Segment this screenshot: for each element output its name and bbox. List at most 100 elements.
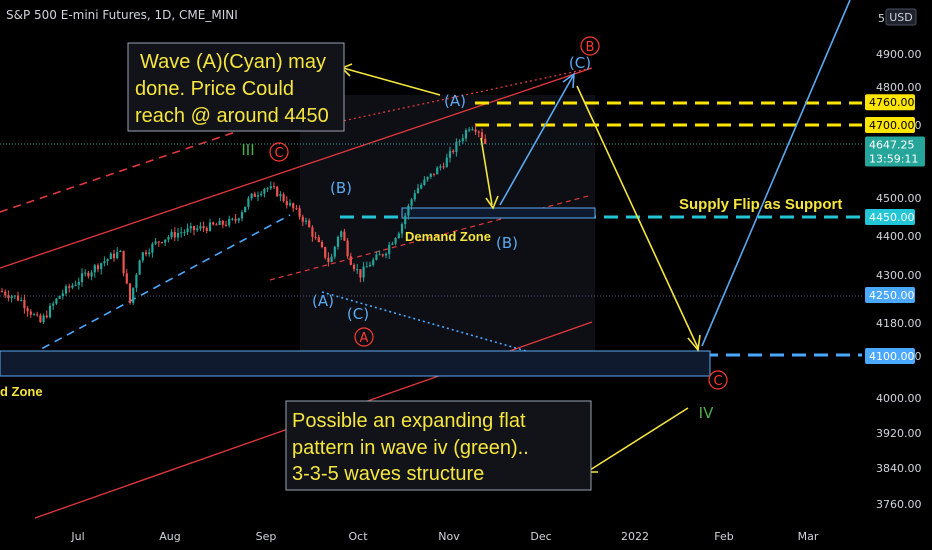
x-tick-label: Feb xyxy=(714,530,733,543)
candle-body xyxy=(320,242,324,247)
candle-body xyxy=(52,303,55,306)
annotation-bottom[interactable]: Possible an expanding flat pattern in wa… xyxy=(285,400,592,491)
candle-body xyxy=(352,264,356,270)
level-4700-label: 4700.00 xyxy=(869,119,915,132)
candle-body xyxy=(208,222,212,231)
candle-body xyxy=(256,195,260,197)
candle-body xyxy=(400,224,404,234)
y-tick-label: 4800.00 xyxy=(876,81,922,94)
candle-body xyxy=(336,236,340,247)
candle-body xyxy=(228,218,231,226)
x-tick-labels[interactable]: Jul Aug Sep Oct Nov Dec 2022 Feb Mar xyxy=(70,530,818,543)
candle-body xyxy=(96,265,100,270)
candle-body xyxy=(36,314,39,316)
wave-labels-green: III IV xyxy=(241,141,714,422)
x-tick-label: Dec xyxy=(530,530,551,543)
currency-button[interactable]: USD xyxy=(885,8,917,26)
candle-body xyxy=(224,224,228,226)
level-4760-label: 4760.00 xyxy=(869,96,915,109)
candle-body xyxy=(170,232,173,238)
last-price-countdown: 13:59:11 xyxy=(869,153,918,166)
wave-label-C-low: (C) xyxy=(347,305,369,323)
x-tick-label: Jul xyxy=(70,530,84,543)
x-tick-label: Nov xyxy=(438,530,460,543)
candle-body xyxy=(266,188,269,190)
candle-body xyxy=(167,237,170,240)
candlestick-series xyxy=(0,124,487,324)
candle-body xyxy=(58,296,61,299)
candle-body xyxy=(410,199,413,206)
level-4250-badge xyxy=(865,287,915,303)
candle-body xyxy=(308,220,311,228)
currency-button-bg xyxy=(885,8,917,26)
candle-body xyxy=(458,141,461,143)
candle-body xyxy=(480,132,484,139)
candle-body xyxy=(279,194,282,197)
candle-body xyxy=(103,261,106,264)
candle-body xyxy=(426,176,429,180)
candle-body xyxy=(474,129,477,132)
symbol-title[interactable]: S&P 500 E-mini Futures, 1D, CME_MINI xyxy=(6,8,238,22)
candle-body xyxy=(247,198,250,207)
wave-label-B-proj: (B) xyxy=(496,234,518,252)
wave-label-A-low: (A) xyxy=(312,292,334,310)
x-tick-label: Sep xyxy=(256,530,277,543)
candle-body xyxy=(314,236,317,238)
candle-body xyxy=(384,253,388,256)
candle-body xyxy=(13,295,16,297)
annotation-top[interactable]: Wave (A)(Cyan) may done. Price Could rea… xyxy=(127,42,345,132)
wave-label-C-top: (C) xyxy=(569,54,591,72)
candle-body xyxy=(327,257,330,262)
candle-body xyxy=(16,295,20,301)
wave-label-B-mid: (B) xyxy=(330,179,352,197)
candle-body xyxy=(68,286,71,288)
level-4450-label: 4450.00 xyxy=(869,211,915,224)
mid-channel-dashed-line xyxy=(269,194,593,281)
candle-body xyxy=(164,239,167,243)
circle-A xyxy=(354,327,374,347)
candle-body xyxy=(445,157,448,168)
demand-zone-box[interactable] xyxy=(0,350,711,377)
candle-body xyxy=(4,291,7,296)
candle-body xyxy=(263,188,266,194)
candle-body xyxy=(288,203,292,206)
supply-flip-zone-box[interactable] xyxy=(401,207,596,219)
candle-body xyxy=(317,237,320,242)
price-axis[interactable]: 5( USD 3760.00 3840.00 3920.00 4000.00 4100.… xyxy=(862,0,932,550)
candle-body xyxy=(93,265,96,273)
candle-body xyxy=(180,232,183,234)
candle-body xyxy=(132,287,135,303)
candle-body xyxy=(272,186,276,188)
candle-body xyxy=(442,166,445,168)
candle-body xyxy=(61,293,64,296)
level-4700-badge xyxy=(865,117,915,133)
candle-body xyxy=(378,254,381,256)
candle-body xyxy=(29,311,32,315)
wave-label-A-top: (A) xyxy=(444,92,466,110)
candle-body xyxy=(154,241,157,244)
circle-C-right xyxy=(708,370,728,390)
annotation-bottom-line-3: 3-3-5 waves structure xyxy=(292,463,484,485)
wave-label-red-C-right: C xyxy=(713,374,722,389)
candle-body xyxy=(468,129,471,131)
annotation-bottom-line-1: Possible an expanding flat xyxy=(292,410,526,432)
candle-body xyxy=(45,315,48,318)
candle-body xyxy=(455,141,458,152)
x-tick-label: Oct xyxy=(348,530,368,543)
candle-body xyxy=(218,220,221,225)
candle-body xyxy=(100,263,103,270)
level-4450-badge xyxy=(865,209,915,225)
candle-body xyxy=(407,205,410,216)
y-tick-label: 4900.00 xyxy=(876,48,922,61)
candle-body xyxy=(429,173,432,177)
last-price-badge xyxy=(865,136,925,167)
candle-body xyxy=(340,231,343,237)
candle-body xyxy=(0,291,4,292)
wave-label-red-A: A xyxy=(360,331,369,346)
candle-body xyxy=(112,253,116,259)
candle-body xyxy=(116,251,119,259)
candle-body xyxy=(461,138,464,141)
candle-body xyxy=(365,266,368,268)
candle-body xyxy=(432,173,436,175)
